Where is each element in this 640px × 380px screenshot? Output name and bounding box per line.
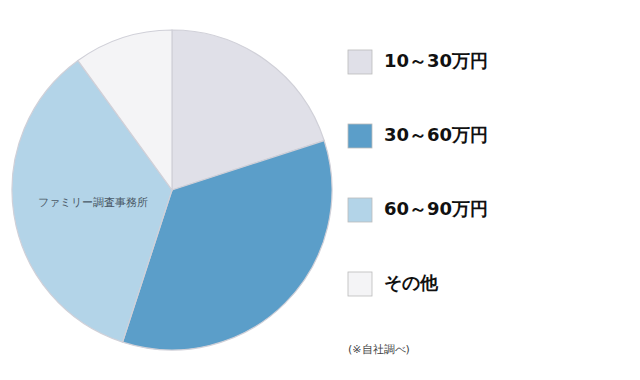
- pie: [12, 30, 332, 350]
- annotation: ファミリー調査事務所: [38, 196, 148, 209]
- chart-container: ファミリー調査事務所 10～30万円 30～60万円 60～90万円その他 (※自社調べ…: [0, 0, 640, 380]
- legend-swatch: [348, 124, 372, 148]
- chart-svg: ファミリー調査事務所 10～30万円 30～60万円 60～90万円その他 (※自社調べ…: [0, 0, 640, 380]
- pie-slice: [78, 30, 172, 190]
- legend-label: その他: [384, 272, 439, 293]
- note: (※自社調べ): [348, 343, 410, 356]
- legend: 10～30万円 30～60万円 60～90万円その他: [348, 50, 488, 296]
- legend-swatch: [348, 50, 372, 74]
- legend-label: 60～90万円: [384, 198, 488, 219]
- legend-label: 30～60万円: [384, 124, 488, 145]
- legend-swatch: [348, 198, 372, 222]
- legend-label: 10～30万円: [384, 50, 488, 71]
- legend-swatch: [348, 272, 372, 296]
